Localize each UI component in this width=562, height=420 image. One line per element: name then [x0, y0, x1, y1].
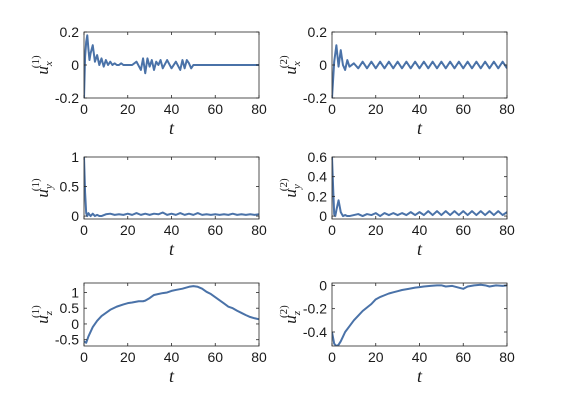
- y-tick-label: 0: [71, 208, 79, 224]
- y-label-superscript: (1): [30, 55, 42, 68]
- x-tick-label: 80: [251, 349, 267, 365]
- y-label-subscript: y: [43, 184, 55, 190]
- series-line-uz2: [332, 283, 507, 346]
- subplot-uy1: 0 20 40 60 80 0 0.5 1 t uy(1): [30, 149, 267, 259]
- y-tick-label: 0.5: [60, 179, 80, 195]
- series-line-ux1: [84, 34, 259, 98]
- y-label-subscript: x: [291, 61, 303, 67]
- x-tick-label: 40: [164, 222, 180, 238]
- y-label-subscript: y: [291, 184, 303, 190]
- x-tick-label: 80: [499, 222, 515, 238]
- x-tick-label: 20: [120, 222, 136, 238]
- series-line-uz1: [84, 285, 259, 344]
- subplot-uy2: 0 20 40 60 80 0 0.2 0.4 0.6 t uy(2): [278, 149, 515, 259]
- x-tick-label: 20: [120, 101, 136, 117]
- x-tick-label: 0: [328, 101, 336, 117]
- x-tick-label: 60: [455, 101, 471, 117]
- y-label-symbol: u: [281, 66, 300, 75]
- x-tick-label: 80: [251, 101, 267, 117]
- x-tick-label: 0: [328, 349, 336, 365]
- axes-box-ux2: [331, 31, 508, 99]
- y-axis-label: uz(1): [30, 305, 55, 324]
- x-axis-label: t: [169, 118, 175, 138]
- y-axis-label: uy(2): [278, 178, 303, 198]
- y-tick-label: 0.6: [308, 149, 328, 165]
- series-line-ux2: [332, 44, 507, 98]
- x-tick-label: 0: [80, 101, 88, 117]
- axes-box-uy2: [331, 156, 508, 220]
- x-axis-label: t: [169, 239, 175, 259]
- axes-box-uz1: [83, 282, 260, 347]
- y-tick-label: 0.5: [60, 300, 80, 316]
- y-tick-label: 0: [319, 208, 327, 224]
- y-label-superscript: (2): [278, 305, 290, 318]
- subplot-uz2: 0 20 40 60 80 -0.4 -0.2 0 t uz(2): [278, 277, 515, 386]
- y-tick-label: 0: [319, 277, 327, 293]
- x-tick-label: 40: [164, 349, 180, 365]
- x-tick-label: 0: [80, 349, 88, 365]
- y-tick-label: 0.2: [308, 188, 328, 204]
- y-tick-label: -0.2: [303, 301, 327, 317]
- x-tick-label: 20: [368, 349, 384, 365]
- x-axis-label: t: [417, 239, 423, 259]
- x-tick-label: 20: [368, 222, 384, 238]
- y-tick-label: 0: [71, 57, 79, 73]
- y-label-symbol: u: [33, 189, 52, 198]
- y-label-superscript: (2): [278, 178, 290, 191]
- y-tick-label: -0.5: [55, 332, 79, 348]
- y-axis-label: uy(1): [30, 178, 55, 198]
- x-tick-label: 80: [251, 222, 267, 238]
- y-label-subscript: z: [43, 310, 55, 316]
- x-tick-label: 40: [412, 222, 428, 238]
- y-tick-label: -0.2: [55, 90, 79, 106]
- y-label-superscript: (1): [30, 305, 42, 318]
- y-axis-label: ux(1): [30, 55, 55, 75]
- y-label-symbol: u: [33, 315, 52, 324]
- y-label-symbol: u: [281, 189, 300, 198]
- y-label-superscript: (1): [30, 178, 42, 191]
- y-tick-label: 0: [319, 57, 327, 73]
- y-tick-label: 1: [71, 284, 79, 300]
- x-tick-label: 40: [412, 101, 428, 117]
- x-tick-label: 80: [499, 349, 515, 365]
- axes-box-uy1: [83, 156, 260, 220]
- y-tick-label: 0.2: [308, 24, 328, 40]
- y-tick-label: 0: [71, 316, 79, 332]
- y-tick-label: 0.4: [308, 169, 328, 185]
- y-tick-label: -0.2: [303, 90, 327, 106]
- y-label-symbol: u: [33, 66, 52, 75]
- x-tick-label: 80: [499, 101, 515, 117]
- x-tick-label: 60: [207, 222, 223, 238]
- y-label-subscript: z: [291, 310, 303, 316]
- y-tick-label: 0.2: [60, 24, 80, 40]
- series-line-uy2: [332, 157, 507, 218]
- x-tick-label: 40: [412, 349, 428, 365]
- x-tick-label: 60: [455, 349, 471, 365]
- x-tick-label: 60: [207, 349, 223, 365]
- x-axis-label: t: [417, 118, 423, 138]
- x-tick-label: 20: [120, 349, 136, 365]
- y-tick-label: 1: [71, 149, 79, 165]
- series-line-uy1: [84, 157, 259, 218]
- y-label-subscript: x: [43, 61, 55, 67]
- y-axis-label: uz(2): [278, 305, 303, 324]
- x-axis-label: t: [417, 366, 423, 386]
- y-tick-label: -0.4: [303, 324, 327, 340]
- x-tick-label: 0: [80, 222, 88, 238]
- x-tick-label: 60: [455, 222, 471, 238]
- x-tick-label: 60: [207, 101, 223, 117]
- x-tick-label: 0: [328, 222, 336, 238]
- y-label-symbol: u: [281, 315, 300, 324]
- y-label-superscript: (2): [278, 55, 290, 68]
- x-axis-label: t: [169, 366, 175, 386]
- y-axis-label: ux(2): [278, 55, 303, 75]
- x-tick-label: 20: [368, 101, 384, 117]
- x-tick-label: 40: [164, 101, 180, 117]
